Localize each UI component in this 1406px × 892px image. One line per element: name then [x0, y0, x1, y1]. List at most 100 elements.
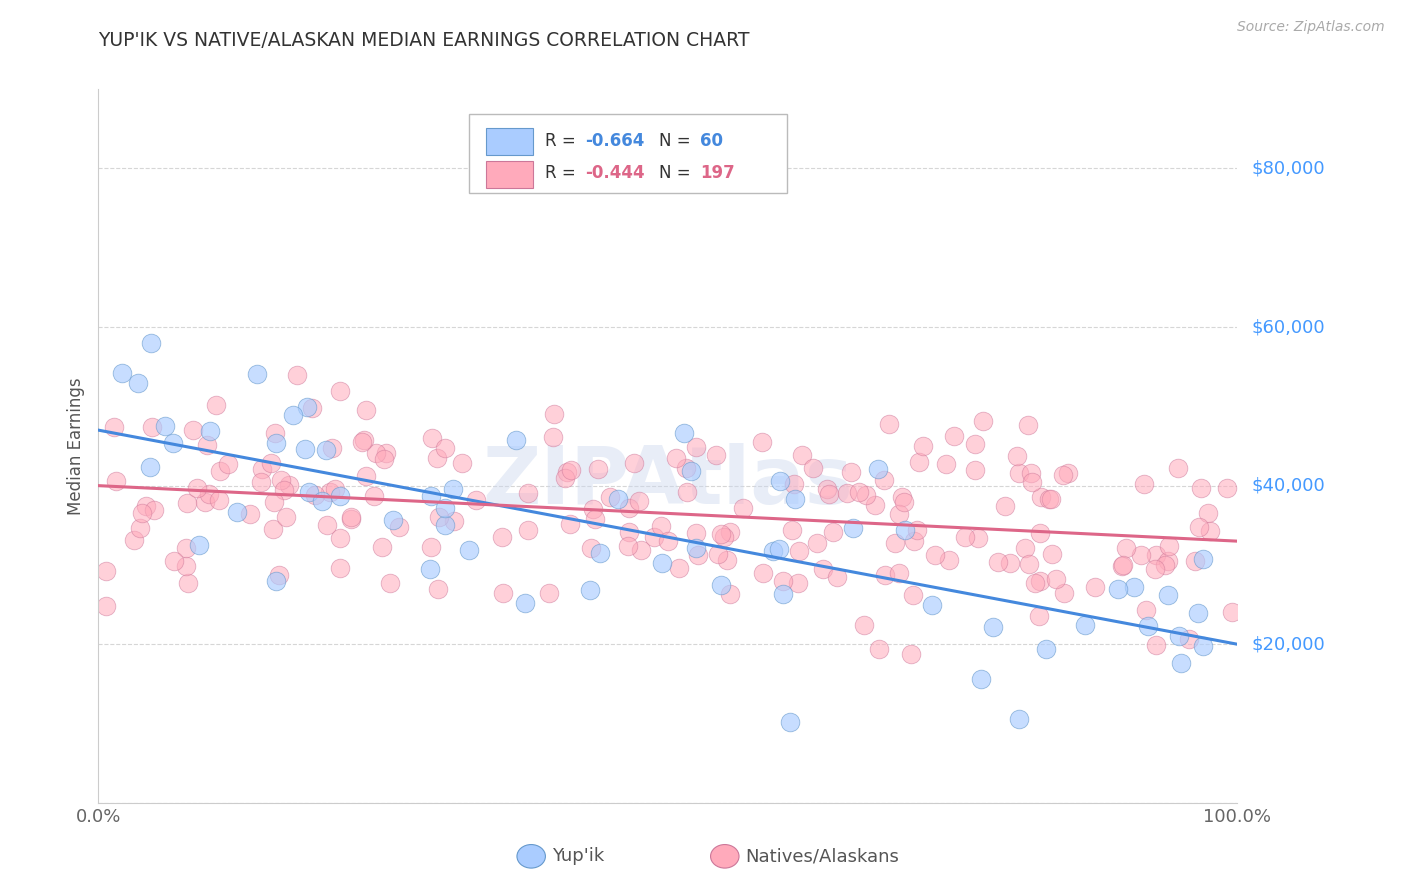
Point: [434, 501, 457, 516]
Point: [1052, 468, 1074, 483]
Point: [1038, 492, 1060, 507]
Point: [772, 587, 794, 601]
Point: [543, 430, 565, 444]
Point: [965, 463, 987, 477]
Point: [883, 536, 905, 550]
Ellipse shape: [710, 845, 740, 868]
Point: [868, 641, 890, 656]
Point: [967, 531, 990, 545]
Point: [371, 540, 394, 554]
Point: [825, 570, 848, 584]
Point: [583, 512, 606, 526]
Point: [513, 597, 536, 611]
FancyBboxPatch shape: [468, 114, 787, 193]
Point: [1137, 619, 1160, 633]
Point: [1135, 602, 1157, 616]
Point: [688, 548, 710, 562]
Point: [619, 501, 641, 516]
FancyBboxPatch shape: [485, 161, 533, 187]
Point: [1215, 481, 1237, 495]
Point: [281, 408, 304, 422]
Point: [375, 446, 398, 460]
Point: [685, 526, 707, 541]
Point: [1133, 476, 1156, 491]
Point: [657, 534, 679, 549]
Point: [315, 443, 337, 458]
Point: [329, 489, 352, 503]
Point: [1019, 467, 1042, 481]
Point: [298, 485, 321, 500]
Point: [263, 495, 285, 509]
Point: [543, 407, 565, 421]
Point: [1024, 575, 1046, 590]
Point: [1007, 449, 1029, 463]
Point: [420, 540, 443, 554]
Point: [1167, 460, 1189, 475]
Point: [970, 672, 993, 686]
Point: [163, 554, 186, 568]
Point: [1189, 481, 1212, 495]
Point: [877, 417, 900, 432]
Point: [103, 420, 125, 434]
Point: [1188, 520, 1211, 534]
Point: [96, 565, 118, 579]
Point: [382, 513, 405, 527]
Point: [713, 531, 735, 545]
Text: Natives/Alaskans: Natives/Alaskans: [745, 847, 900, 865]
Point: [267, 568, 290, 582]
Point: [762, 543, 785, 558]
Point: [589, 546, 612, 560]
Point: [617, 539, 640, 553]
FancyBboxPatch shape: [485, 128, 533, 155]
Text: N =: N =: [659, 164, 696, 182]
Point: [685, 440, 707, 454]
Point: [817, 483, 839, 497]
Ellipse shape: [517, 845, 546, 868]
Point: [785, 492, 807, 507]
Point: [1157, 540, 1180, 554]
Point: [443, 514, 465, 528]
Point: [617, 525, 640, 540]
Point: [853, 617, 876, 632]
Point: [174, 541, 197, 555]
Point: [1040, 547, 1063, 561]
Point: [364, 446, 387, 460]
Point: [419, 562, 441, 576]
Point: [208, 465, 231, 479]
Point: [380, 575, 402, 590]
Point: [651, 556, 673, 570]
Point: [329, 384, 352, 398]
Point: [780, 523, 803, 537]
Point: [769, 474, 792, 488]
Text: ZIPAtlas: ZIPAtlas: [482, 442, 853, 521]
Text: 197: 197: [700, 164, 734, 182]
Point: [491, 586, 513, 600]
Point: [889, 507, 911, 521]
Point: [264, 436, 287, 450]
Point: [353, 433, 375, 447]
Point: [105, 474, 128, 488]
Point: [768, 542, 790, 557]
Point: [994, 499, 1017, 513]
Point: [908, 455, 931, 469]
Text: 60: 60: [700, 132, 723, 150]
Point: [263, 425, 285, 440]
Point: [194, 495, 217, 509]
Point: [1053, 586, 1076, 600]
Point: [935, 457, 957, 471]
Point: [274, 509, 297, 524]
Point: [709, 527, 731, 541]
Point: [141, 335, 163, 350]
Point: [623, 457, 645, 471]
Text: $40,000: $40,000: [1251, 476, 1324, 495]
Point: [1199, 524, 1222, 539]
Point: [905, 523, 928, 537]
Point: [218, 457, 240, 471]
Text: -0.444: -0.444: [585, 164, 644, 182]
Point: [842, 521, 865, 535]
Point: [965, 437, 987, 451]
Point: [1115, 541, 1137, 555]
Point: [718, 525, 741, 540]
Point: [1144, 549, 1167, 563]
Point: [143, 503, 166, 517]
